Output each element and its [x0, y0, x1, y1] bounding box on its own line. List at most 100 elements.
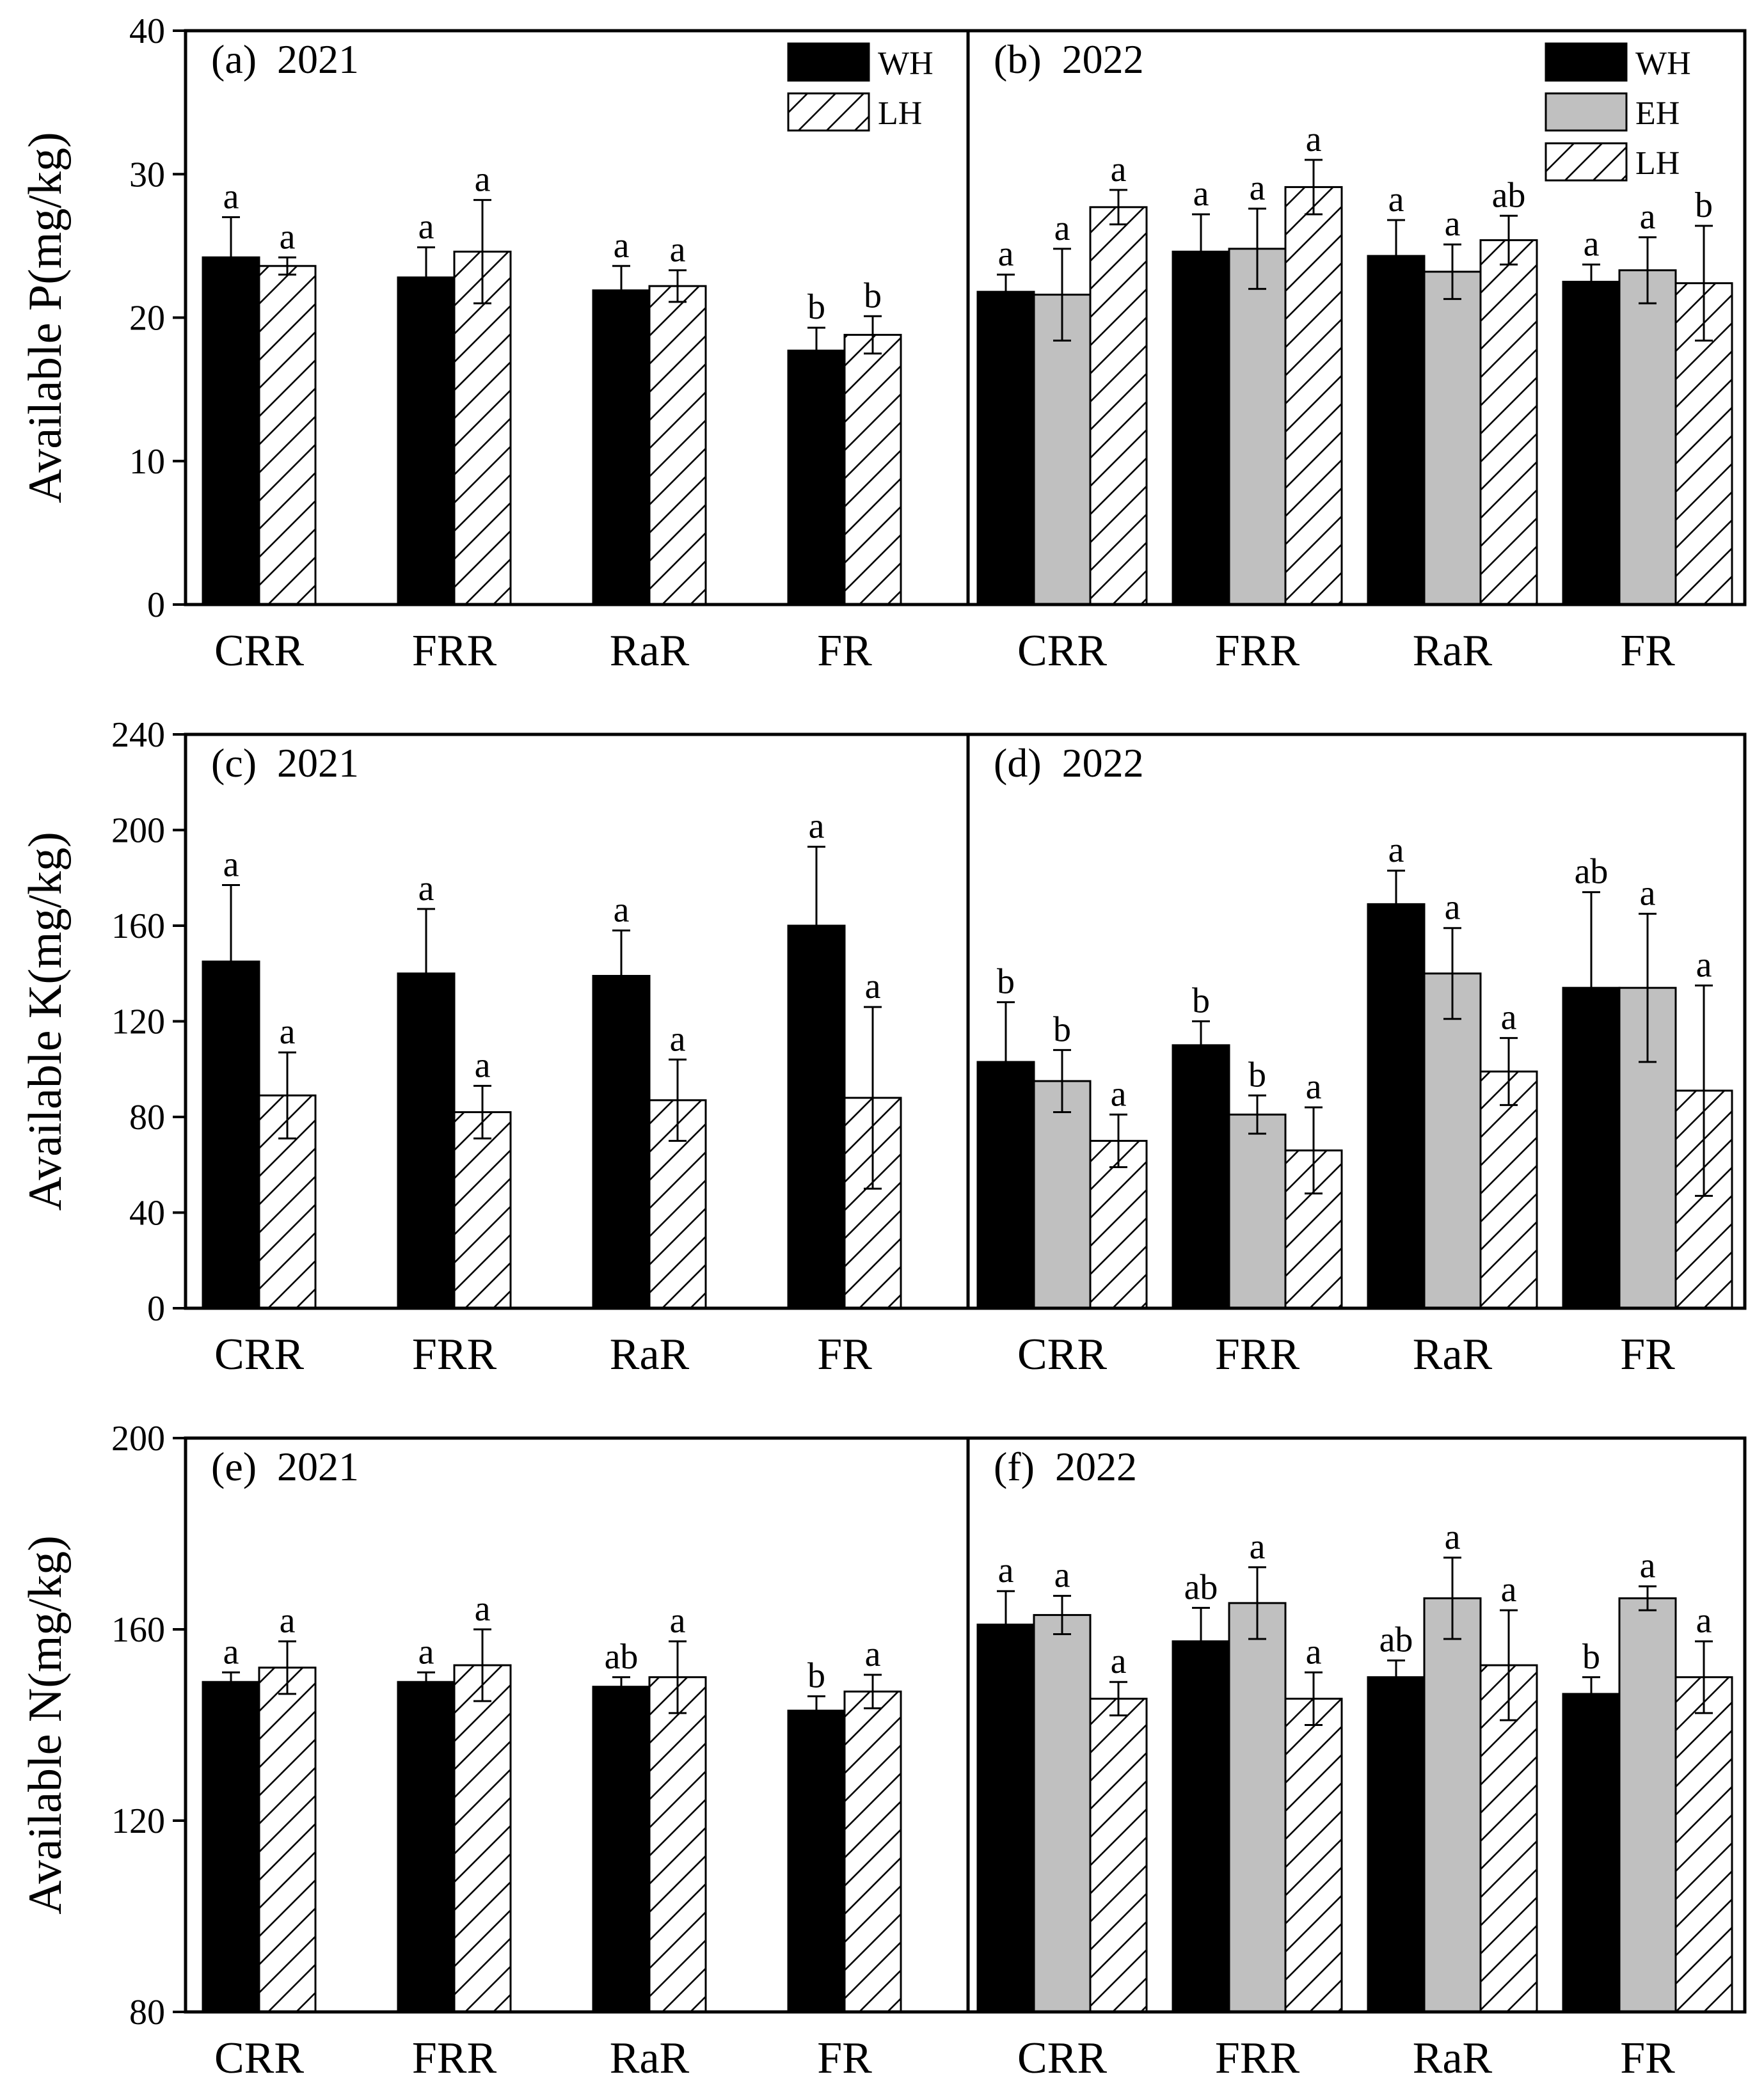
bar-LH-FR — [1674, 1089, 1733, 1310]
bar-LH-CRR — [1089, 1697, 1148, 2013]
bar-WH-FRR — [397, 276, 456, 606]
significance-label: ab — [1575, 852, 1609, 892]
significance-label: a — [418, 869, 434, 908]
significance-label: a — [1306, 1632, 1322, 1672]
y-tick-label: 30 — [129, 155, 165, 194]
legend-swatch-WH — [787, 42, 870, 82]
significance-label: a — [1445, 1517, 1461, 1557]
x-category-label: RaR — [1413, 626, 1493, 676]
bar-LH-CRR — [1089, 206, 1148, 606]
significance-label: b — [997, 962, 1015, 1002]
bar-LH-RaR — [648, 1676, 707, 2013]
panel-title: (e) 2021 — [211, 1444, 359, 1489]
bar-LH-FRR — [1284, 186, 1343, 606]
significance-label: a — [475, 1045, 491, 1085]
significance-label: a — [1250, 1527, 1266, 1567]
bar-WH-RaR — [1367, 903, 1426, 1310]
y-tick-label: 40 — [129, 1194, 165, 1233]
significance-label: a — [280, 1601, 296, 1641]
bar-LH-FRR — [1284, 1697, 1343, 2013]
significance-label: a — [223, 177, 239, 217]
y-axis-label: Available P(mg/kg) — [19, 132, 72, 503]
significance-label: a — [614, 226, 630, 265]
significance-label: a — [1054, 1556, 1070, 1595]
panel-title: (a) 2021 — [211, 36, 359, 82]
bar-WH-FRR — [1172, 250, 1230, 606]
x-category-label: FRR — [412, 2034, 497, 2083]
significance-label: ab — [1379, 1620, 1413, 1660]
significance-label: a — [1501, 998, 1517, 1038]
bar-LH-RaR — [1479, 1070, 1538, 1310]
x-category-label: FR — [1620, 626, 1675, 676]
x-category-label: FRR — [412, 626, 497, 676]
legend-swatch-EH — [1545, 92, 1628, 132]
significance-label: b — [807, 287, 825, 327]
panel-title: (d) 2022 — [994, 740, 1144, 786]
x-category-label: RaR — [610, 1330, 690, 1379]
significance-label: a — [670, 1601, 686, 1641]
significance-label: a — [1696, 945, 1712, 985]
legend-label-LH: LH — [1635, 145, 1680, 182]
significance-label: a — [670, 230, 686, 269]
y-tick-label: 240 — [111, 715, 165, 755]
x-category-label: RaR — [1413, 1330, 1493, 1379]
bar-WH-RaR — [592, 289, 651, 606]
x-category-label: FR — [817, 2034, 872, 2083]
significance-label: a — [1445, 204, 1461, 244]
significance-label: a — [614, 890, 630, 930]
bar-EH-FR — [1618, 1597, 1677, 2013]
bar-LH-FR — [843, 333, 902, 606]
significance-label: b — [1053, 1009, 1071, 1049]
x-category-label: RaR — [610, 626, 690, 676]
bar-LH-RaR — [648, 285, 707, 606]
bar-WH-FR — [787, 1709, 846, 2013]
y-tick-label: 10 — [129, 442, 165, 482]
y-tick-label: 80 — [129, 1098, 165, 1137]
significance-label: a — [475, 160, 491, 200]
y-tick-label: 120 — [111, 1002, 165, 1042]
y-tick-label: 0 — [147, 1289, 165, 1329]
significance-label: a — [809, 807, 825, 846]
y-axis-label: Available K(mg/kg) — [19, 832, 72, 1211]
x-category-label: CRR — [1017, 626, 1107, 676]
bar-LH-CRR — [258, 1666, 317, 2013]
bar-EH-FRR — [1228, 1113, 1287, 1310]
significance-label: a — [1193, 174, 1209, 214]
x-category-label: FRR — [1215, 1330, 1300, 1379]
x-category-label: CRR — [214, 626, 304, 676]
significance-label: b — [1695, 186, 1713, 225]
significance-label: a — [1250, 168, 1266, 208]
bar-WH-RaR — [592, 1686, 651, 2013]
bar-WH-FRR — [397, 1681, 456, 2013]
legend-swatch-WH — [1545, 42, 1628, 82]
significance-label: b — [1582, 1637, 1600, 1677]
plot-frame — [184, 29, 1747, 606]
significance-label: a — [1111, 150, 1127, 189]
bar-EH-FR — [1618, 269, 1677, 606]
significance-label: a — [223, 844, 239, 884]
y-tick-label: 0 — [147, 585, 165, 625]
bar-WH-RaR — [592, 974, 651, 1310]
y-tick-label: 200 — [111, 811, 165, 851]
bar-WH-CRR — [202, 256, 260, 606]
bar-WH-FRR — [1172, 1044, 1230, 1310]
significance-label: a — [223, 1632, 239, 1672]
significance-label: a — [1306, 120, 1322, 159]
bar-LH-RaR — [1479, 239, 1538, 606]
significance-label: a — [1584, 225, 1600, 264]
significance-label: b — [864, 276, 882, 315]
significance-label: b — [1192, 981, 1210, 1021]
bar-EH-RaR — [1423, 271, 1482, 606]
y-tick-label: 80 — [129, 1993, 165, 2032]
significance-label: a — [1640, 1546, 1656, 1586]
y-tick-label: 200 — [111, 1419, 165, 1459]
significance-label: a — [865, 967, 881, 1006]
significance-label: a — [1388, 830, 1404, 870]
significance-label: ab — [605, 1637, 639, 1677]
panel-a: (a) 2021 a a a b a a a b CRR FRR RaR FR WH LH — [202, 36, 934, 676]
significance-label: a — [280, 1012, 296, 1052]
